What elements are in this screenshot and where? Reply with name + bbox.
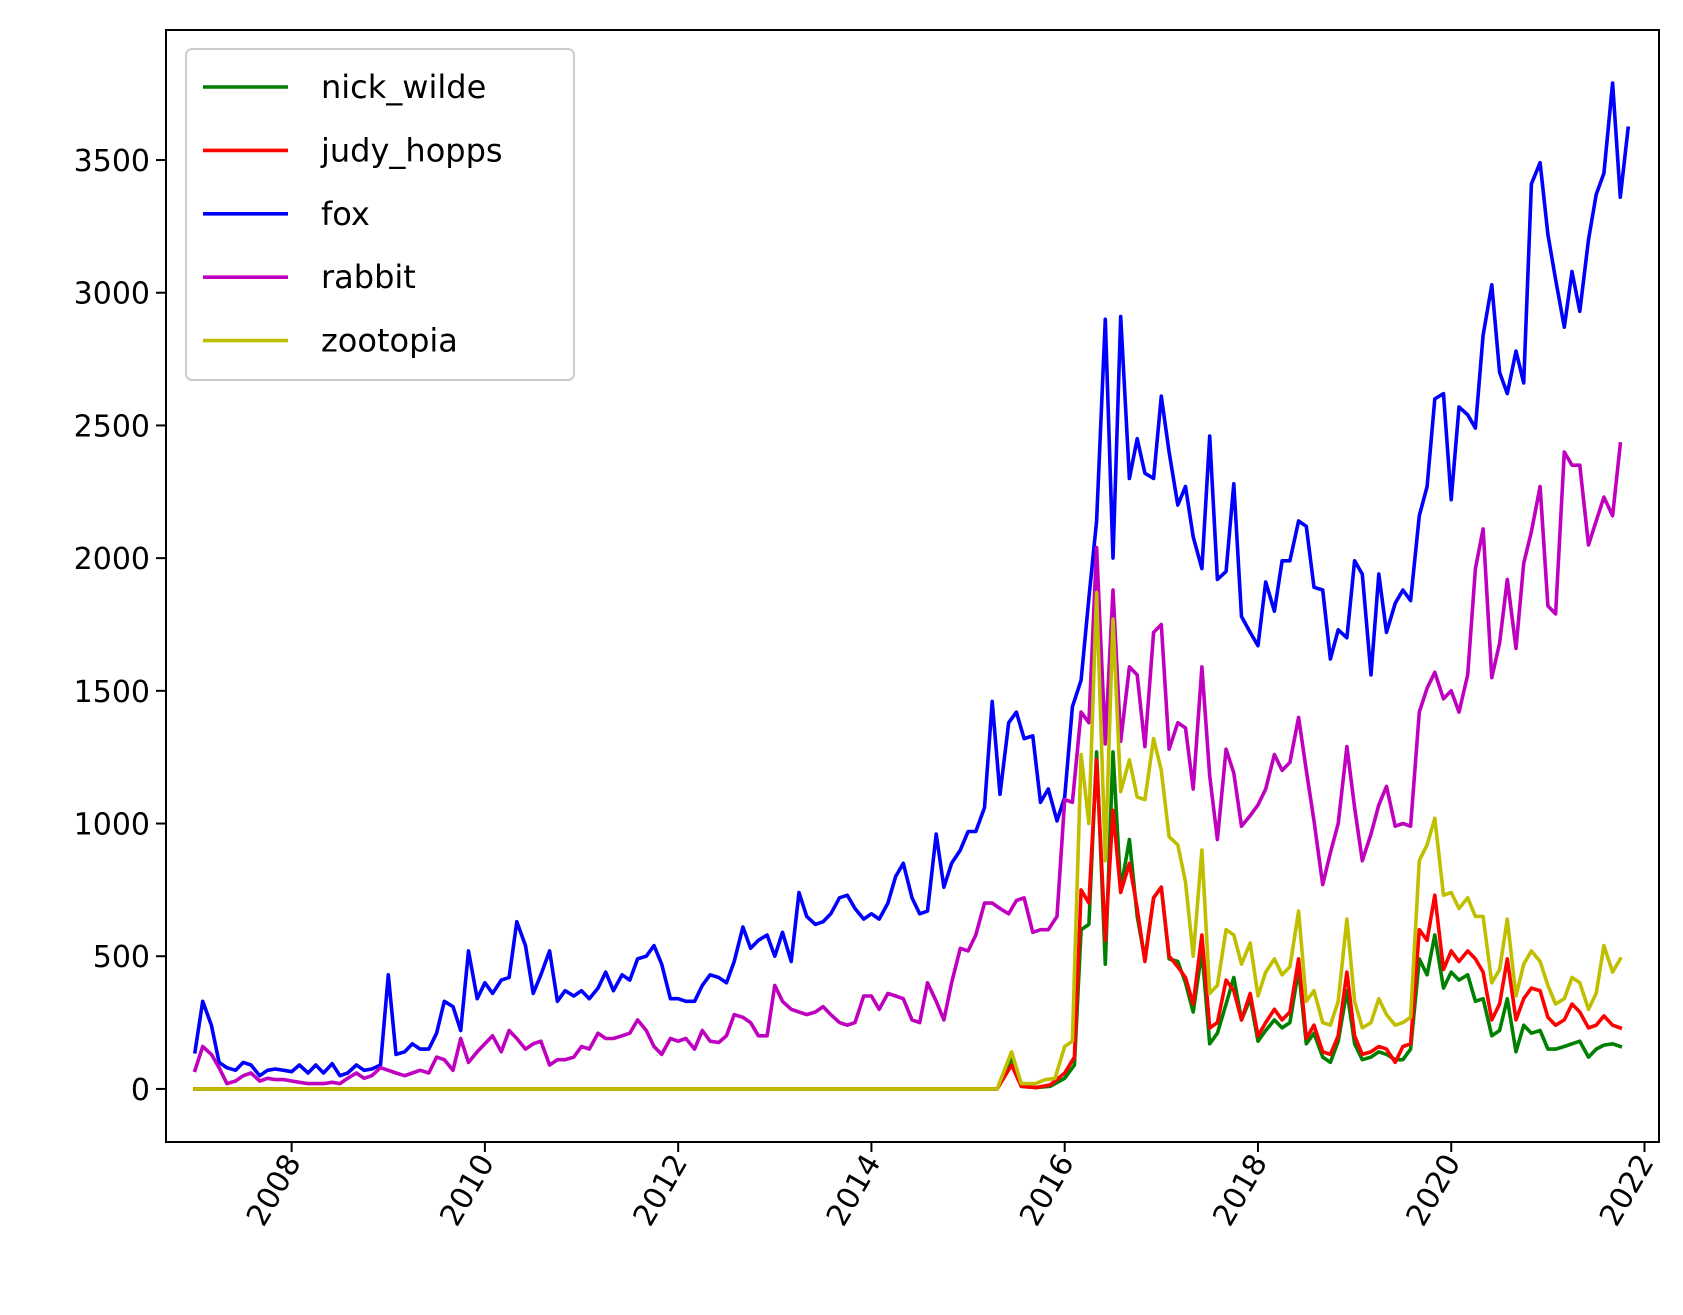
series-line-zootopia [193, 590, 1623, 1091]
y-tick-label: 3000 [74, 277, 150, 312]
y-axis: 0 500 1000 1500 2000 2500 3000 3500 [74, 144, 166, 1108]
legend-label: fox [321, 195, 370, 233]
legend-label: judy_hopps [320, 131, 503, 169]
y-tick-label: 1500 [74, 675, 150, 710]
legend-label: nick_wilde [321, 68, 486, 106]
series-line-judy-hopps [193, 758, 1623, 1091]
y-tick-label: 3500 [74, 144, 150, 179]
y-tick-label: 500 [93, 940, 150, 975]
legend-box [185, 48, 575, 381]
legend-label: zootopia [321, 322, 458, 360]
legend-label: rabbit [321, 258, 416, 296]
plot-frame [165, 29, 1660, 1143]
y-tick-label: 0 [131, 1073, 150, 1108]
series-line-nick-wilde [193, 750, 1623, 1091]
series-line-fox [192, 81, 1631, 1078]
y-tick-label: 2000 [74, 542, 150, 577]
y-tick-label: 2500 [74, 409, 150, 444]
y-tick-label: 1000 [74, 808, 150, 843]
series-layer [192, 81, 1631, 1091]
series-line-rabbit [192, 442, 1623, 1086]
